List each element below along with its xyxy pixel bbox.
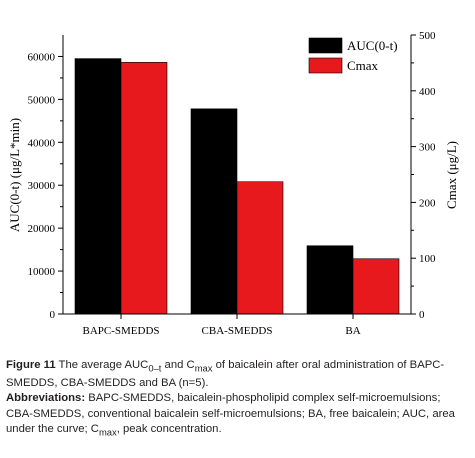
right-axis-label: Cmax (μg/L) [444, 141, 459, 209]
caption-title: Figure 11 The average AUC0–t and Cmax of… [6, 358, 469, 391]
auc-bar-2 [190, 108, 238, 315]
cmax-bar-3 [352, 258, 400, 315]
legend: AUC(0-t) Cmax [308, 37, 398, 74]
right-tick-label: 0 [419, 309, 425, 321]
figure-caption: Figure 11 The average AUC0–t and Cmax of… [6, 358, 469, 440]
abbreviations-label: Abbreviations: [6, 392, 86, 405]
legend-label-1: AUC(0-t) [347, 38, 398, 53]
abbreviations-text-1: BAPC-SMEDDS, baicalein-phospholipid comp… [6, 392, 455, 436]
right-tick-label: 300 [419, 142, 436, 154]
caption-title-text-3: of baicalein after oral administration o… [6, 359, 445, 389]
abbreviations-text-2: , peak concentration. [116, 423, 222, 436]
x-tick-label: BA [345, 325, 360, 337]
left-tick-label: 40000 [28, 137, 56, 149]
right-tick-label: 100 [419, 253, 436, 265]
left-tick-label: 60000 [28, 51, 56, 63]
auc-bar-1 [74, 58, 122, 315]
left-tick-label: 50000 [28, 94, 56, 106]
x-tick-label: BAPC-SMEDDS [82, 325, 159, 337]
cmax-bar-2 [236, 181, 284, 315]
caption-abbreviations: Abbreviations: BAPC-SMEDDS, baicalein-ph… [6, 391, 469, 440]
right-tick-label: 500 [419, 30, 436, 42]
caption-title-text-2: and C [161, 359, 195, 371]
left-axis-label: AUC(0-t) (μg/L*min) [7, 118, 22, 232]
right-tick-label: 200 [419, 197, 436, 209]
legend-swatch-1 [308, 37, 343, 54]
x-tick-label: CBA-SMEDDS [202, 325, 273, 337]
right-tick-label: 400 [419, 86, 436, 98]
caption-title-sub-1: 0–t [148, 362, 162, 374]
cmax-series-bars [120, 62, 400, 315]
legend-swatch-2 [308, 57, 343, 74]
auc-series-bars [74, 58, 354, 315]
auc-bar-3 [306, 245, 354, 315]
abbreviations-sub: max [98, 426, 117, 438]
caption-title-sub-2: max [194, 362, 213, 374]
legend-label-2: Cmax [347, 58, 379, 73]
caption-title-text-1: The average AUC [55, 359, 149, 371]
left-tick-label: 10000 [28, 266, 56, 278]
bar-chart: 0 10000 20000 30000 40000 50000 60000 0 100 200 3… [7, 30, 459, 337]
left-axis-ticks: 0 10000 20000 30000 40000 50000 60000 [28, 51, 63, 321]
left-tick-label: 20000 [28, 223, 56, 235]
left-tick-label: 0 [50, 309, 56, 321]
left-tick-label: 30000 [28, 180, 56, 192]
cmax-bar-1 [120, 62, 168, 315]
x-axis-ticks: BAPC-SMEDDS CBA-SMEDDS BA [82, 314, 361, 337]
right-axis-ticks: 0 100 200 300 400 500 [411, 30, 436, 321]
figure-label: Figure 11 [6, 359, 56, 371]
